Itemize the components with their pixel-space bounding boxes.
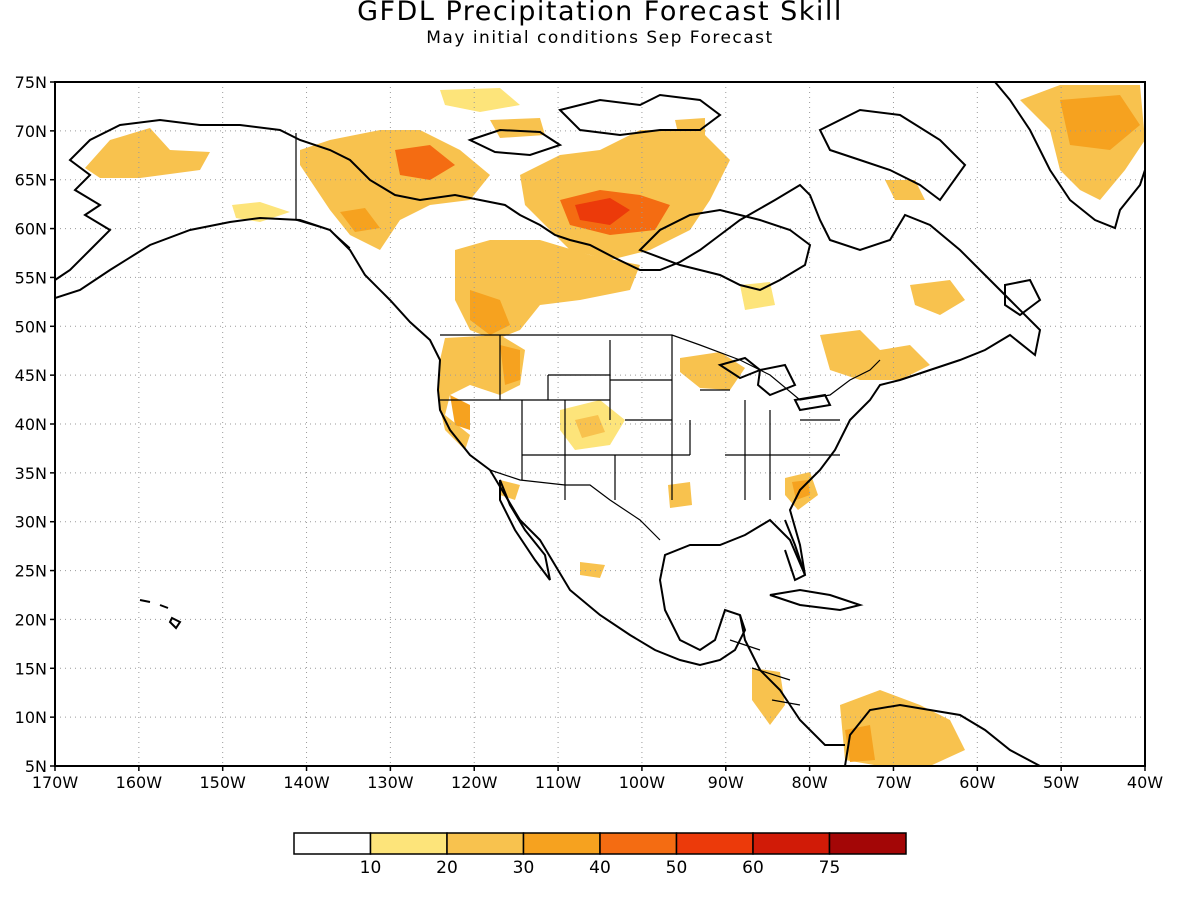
lon-tick-label: 130W — [367, 773, 414, 792]
coast-south-america — [844, 703, 1041, 766]
skill-patch-greenland-core — [1060, 95, 1140, 150]
skill-patch-arctic-islands — [440, 88, 520, 112]
colorbar-swatch — [369, 832, 448, 855]
skill-patch-central-america — [752, 668, 785, 725]
longitude-axis: 170W 160W 150W 140W 130W 120W 110W 100W 90W 80W 70… — [32, 766, 1163, 792]
skill-patch-arctic-south — [490, 118, 545, 138]
lat-tick-label: 60N — [15, 220, 47, 239]
colorbar-swatch — [293, 832, 372, 855]
lon-tick-label: 50W — [1043, 773, 1079, 792]
skill-patch-hudson-peak — [575, 198, 630, 225]
skill-patch-baffin-east — [885, 180, 925, 200]
skill-patch-labrador — [910, 280, 965, 315]
coast-central-america — [739, 614, 845, 746]
lon-tick-label: 120W — [451, 773, 498, 792]
skill-patch-colorado-core — [575, 415, 605, 438]
colorbar-label: 20 — [436, 858, 458, 878]
map-subtitle: May initial conditions Sep Forecast — [426, 28, 774, 48]
border-us-states — [440, 335, 840, 500]
lat-tick-label: 10N — [15, 708, 47, 727]
map-title: GFDL Precipitation Forecast Skill — [357, 0, 843, 27]
coast-hawaii — [139, 599, 182, 630]
skill-patch-texas — [668, 482, 692, 508]
coast-cuba — [769, 588, 864, 612]
border-us-mexico — [489, 469, 661, 541]
coast-florida — [784, 519, 807, 582]
colorbar-swatch — [446, 832, 525, 855]
coast-alaska — [55, 118, 1042, 667]
colorbar-label: 30 — [513, 858, 535, 878]
skill-patch-california — [450, 395, 470, 430]
lat-tick-label: 40N — [15, 415, 47, 434]
colorbar-swatch — [752, 832, 831, 855]
coast-newfoundland — [1004, 278, 1042, 317]
coast-hudson-bay — [638, 208, 812, 292]
colorbar-swatch — [599, 832, 678, 855]
lat-tick-label: 75N — [15, 73, 47, 92]
coast-baja — [499, 479, 551, 581]
boundary-layer — [295, 133, 881, 706]
lon-tick-label: 90W — [708, 773, 744, 792]
border-alaska-canada — [295, 133, 351, 249]
lon-tick-label: 150W — [200, 773, 247, 792]
colorbar-label: 40 — [589, 858, 611, 878]
coastline-layer — [55, 82, 1145, 766]
lat-tick-label: 65N — [15, 171, 47, 190]
lon-tick-label: 70W — [875, 773, 911, 792]
skill-patch-colombia — [845, 725, 875, 762]
colorbar-label: 75 — [819, 858, 841, 878]
skill-patch-coast-bc — [340, 208, 380, 232]
skill-patch-baffin — [675, 118, 705, 135]
coast-baffin — [818, 108, 967, 202]
border-central-america — [729, 639, 801, 706]
skill-patch-great-lakes — [820, 330, 930, 380]
colorbar-swatch — [522, 832, 601, 855]
lat-tick-label: 55N — [15, 268, 47, 287]
lon-tick-label: 110W — [535, 773, 582, 792]
border-us-canada — [440, 334, 881, 401]
colorbar-label: 60 — [742, 858, 764, 878]
lat-tick-label: 30N — [15, 513, 47, 532]
skill-patch-mexico — [580, 562, 605, 578]
skill-patch-mackenzie-core — [395, 145, 455, 180]
lat-tick-label: 50N — [15, 317, 47, 336]
lat-tick-label: 45N — [15, 366, 47, 385]
colorbar-swatch — [828, 832, 907, 855]
colorbar-label: 50 — [666, 858, 688, 878]
lon-tick-label: 40W — [1127, 773, 1163, 792]
skill-patch-alaska-south — [232, 202, 290, 222]
lat-tick-label: 15N — [15, 659, 47, 678]
lat-tick-label: 70N — [15, 122, 47, 141]
colorbar-label: 10 — [360, 858, 382, 878]
lon-tick-label: 160W — [116, 773, 163, 792]
coast-arctic-islands — [558, 93, 722, 137]
lon-tick-label: 170W — [32, 773, 79, 792]
lat-tick-label: 35N — [15, 464, 47, 483]
skill-patch-upper-midwest — [680, 352, 745, 390]
lat-tick-label: 25N — [15, 562, 47, 581]
latitude-axis: 75N 70N 65N 60N 55N 50N 45N 40N 35N 30N 25N 20N 15N 1… — [15, 73, 55, 776]
colorbar-legend: 10 20 30 40 50 60 75 — [293, 832, 907, 878]
skill-shading-layer — [85, 85, 1145, 766]
lon-tick-label: 60W — [959, 773, 995, 792]
skill-patch-alberta-core — [470, 290, 510, 335]
colorbar-swatch — [675, 832, 754, 855]
coast-greenland — [994, 82, 1145, 230]
lat-tick-label: 20N — [15, 610, 47, 629]
lon-tick-label: 100W — [619, 773, 666, 792]
lon-tick-label: 80W — [792, 773, 828, 792]
lon-tick-label: 140W — [283, 773, 330, 792]
coast-victoria-island — [467, 128, 563, 157]
lat-tick-label: 5N — [25, 757, 47, 776]
skill-patch-ontario — [740, 282, 775, 310]
skill-patch-alaska — [85, 128, 210, 178]
